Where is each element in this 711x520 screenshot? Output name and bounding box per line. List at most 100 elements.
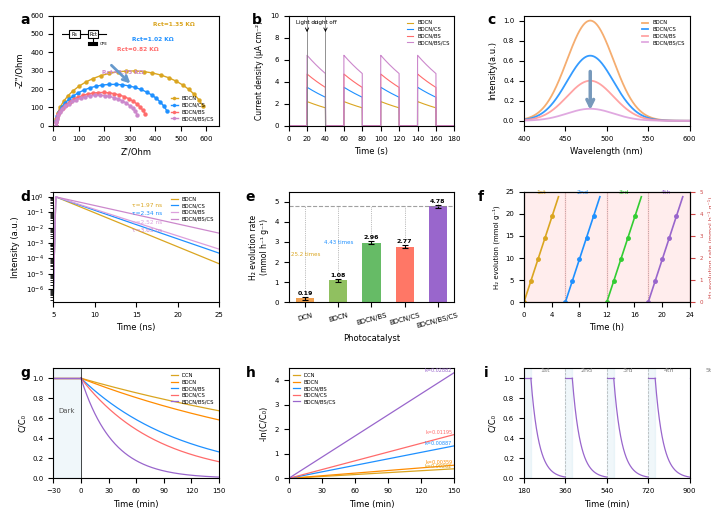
BDCN/BS [434, 446, 443, 452]
Line: BDCN: BDCN [289, 465, 454, 478]
BDCN/CS [112, 81, 120, 87]
Legend: BDCN, BDCN/CS, BDCN/BS, BDCN/BS/CS: BDCN, BDCN/CS, BDCN/BS, BDCN/BS/CS [169, 194, 216, 224]
Text: 4th: 4th [661, 190, 670, 195]
BDCN/CS [69, 93, 77, 99]
DCN [215, 408, 223, 414]
Bar [363, 243, 380, 302]
BDCN/BS [682, 118, 690, 124]
BDCN/BS/CS [95, 92, 104, 98]
BDCN/BS [450, 443, 459, 449]
BDCN/CS [450, 123, 459, 129]
Line: BDCN/BS/CS: BDCN/BS/CS [81, 378, 219, 477]
BDCN [89, 75, 97, 82]
BDCN [331, 123, 339, 129]
BDCN [185, 86, 193, 93]
Line: BDCN: BDCN [289, 101, 454, 126]
Y-axis label: -Z"/Ohm: -Z"/Ohm [16, 53, 25, 88]
BDCN/CS [685, 118, 694, 124]
BDCN [51, 123, 60, 129]
Text: 1st: 1st [536, 190, 546, 195]
BDCN [610, 58, 619, 64]
BDCN/BS [70, 96, 78, 102]
BDCN/CS [586, 53, 594, 59]
Text: i: i [484, 366, 488, 380]
BDCN [211, 259, 220, 265]
BDCN/BS [383, 456, 391, 462]
BDCN [59, 98, 68, 105]
BDCN/BS/CS [49, 294, 58, 300]
BDCN/BS/CS [68, 98, 77, 105]
BDCN/CS [49, 294, 58, 300]
BDCN/BS [284, 123, 293, 129]
Text: k=0.00262: k=0.00262 [425, 464, 452, 469]
BDCN/CS [599, 63, 608, 69]
Text: Rct=1.02 KΩ: Rct=1.02 KΩ [132, 37, 174, 42]
Line: BDCN/BS/CS: BDCN/BS/CS [53, 94, 139, 128]
BDCN/CS [387, 90, 396, 97]
BDCN/BS [139, 222, 148, 228]
BDCN [387, 102, 396, 109]
BDCN/CS [320, 94, 328, 100]
BDCN/BS [186, 237, 194, 243]
BDCN/BS [385, 77, 393, 84]
BDCN [682, 118, 690, 124]
Line: DCN: DCN [289, 469, 454, 478]
BDCN/BS [110, 90, 119, 97]
BDCN/BS/CS [284, 475, 293, 482]
Line: BDCN/BS/CS: BDCN/BS/CS [524, 109, 690, 121]
BDCN/BS/CS [77, 95, 85, 101]
BDCN/BS/CS [77, 375, 85, 381]
BDCN/CS [65, 96, 73, 102]
Text: 4th: 4th [663, 368, 674, 373]
BDCN [586, 18, 594, 24]
Text: k=0.00887: k=0.00887 [425, 441, 452, 446]
BDCN/BS [610, 94, 619, 100]
X-axis label: Time (min): Time (min) [114, 500, 159, 509]
BDCN/BS [424, 448, 432, 454]
BDCN [450, 123, 459, 129]
BDCN [69, 88, 77, 94]
BDCN/CS [137, 86, 145, 93]
Y-axis label: Current density (μA cm⁻²): Current density (μA cm⁻²) [255, 21, 264, 120]
BDCN/CS [599, 62, 607, 68]
Y-axis label: -ln(C/C₀): -ln(C/C₀) [260, 406, 269, 441]
BDCN/BS/CS [520, 118, 528, 124]
BDCN/BS [161, 431, 170, 437]
BDCN/BS/CS [284, 123, 293, 129]
Bar [648, 368, 655, 478]
DCN [383, 470, 392, 476]
BDCN/BS [434, 123, 443, 129]
BDCN/CS [80, 87, 88, 93]
BDCN [122, 68, 131, 74]
BDCN/BS/CS [100, 93, 109, 99]
BDCN/CS [92, 83, 100, 89]
BDCN [156, 72, 165, 78]
Text: g: g [20, 366, 30, 380]
BDCN [52, 194, 60, 200]
BDCN [139, 69, 148, 75]
BDCN/BS [599, 84, 608, 90]
Bar [690, 368, 697, 478]
BDCN [148, 233, 156, 240]
BDCN/CS [682, 118, 690, 124]
BDCN/BS [120, 94, 129, 100]
BDCN [131, 68, 139, 74]
BDCN/BS/CS [285, 475, 294, 481]
BDCN [385, 101, 393, 108]
Line: DCN: DCN [81, 378, 219, 411]
BDCN [656, 116, 664, 123]
BDCN/CS [152, 95, 161, 101]
BDCN [383, 467, 391, 474]
BDCN/BS [89, 90, 97, 96]
BDCN/CS [128, 220, 137, 226]
BDCN [190, 92, 198, 98]
Line: BDCN/BS: BDCN/BS [524, 81, 690, 121]
BDCN/BS [74, 94, 82, 100]
BDCN/BS/CS [434, 379, 443, 385]
BDCN/BS/CS [159, 467, 167, 474]
BDCN/BS/CS [129, 105, 137, 111]
BDCN/CS [60, 100, 69, 106]
BDCN/CS [52, 118, 60, 124]
BDCN/BS/CS [129, 211, 138, 217]
BDCN/BS/CS [320, 69, 328, 75]
